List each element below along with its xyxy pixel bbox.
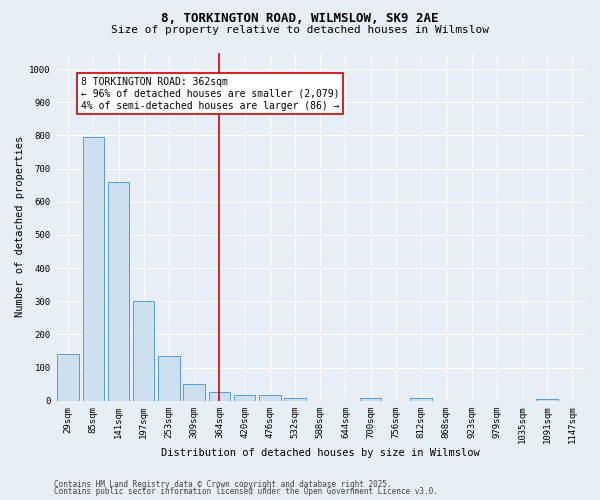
Bar: [360, 398, 382, 401]
Bar: [410, 398, 432, 401]
Bar: [184, 384, 205, 401]
Text: 8 TORKINGTON ROAD: 362sqm
← 96% of detached houses are smaller (2,079)
4% of sem: 8 TORKINGTON ROAD: 362sqm ← 96% of detac…: [81, 78, 339, 110]
Bar: [209, 392, 230, 401]
Bar: [58, 354, 79, 401]
Text: Contains public sector information licensed under the Open Government Licence v3: Contains public sector information licen…: [54, 487, 438, 496]
Bar: [536, 399, 558, 401]
Bar: [158, 356, 180, 401]
X-axis label: Distribution of detached houses by size in Wilmslow: Distribution of detached houses by size …: [161, 448, 479, 458]
Bar: [234, 395, 256, 401]
Bar: [83, 137, 104, 401]
Bar: [284, 398, 306, 401]
Bar: [259, 395, 281, 401]
Text: Size of property relative to detached houses in Wilmslow: Size of property relative to detached ho…: [111, 25, 489, 35]
Bar: [108, 182, 129, 401]
Y-axis label: Number of detached properties: Number of detached properties: [15, 136, 25, 318]
Text: 8, TORKINGTON ROAD, WILMSLOW, SK9 2AE: 8, TORKINGTON ROAD, WILMSLOW, SK9 2AE: [161, 12, 439, 26]
Text: Contains HM Land Registry data © Crown copyright and database right 2025.: Contains HM Land Registry data © Crown c…: [54, 480, 392, 489]
Bar: [133, 302, 154, 401]
